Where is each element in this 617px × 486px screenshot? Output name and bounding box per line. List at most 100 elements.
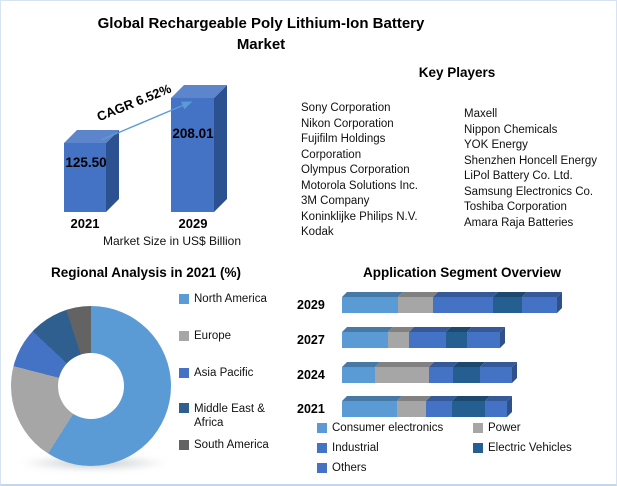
segment-front bbox=[342, 367, 375, 383]
segment-side bbox=[507, 396, 512, 417]
segment-top bbox=[446, 327, 472, 332]
key-player: Olympus Corporation bbox=[301, 164, 410, 176]
legend-item-electric-vehicles: Electric Vehicles bbox=[473, 442, 572, 454]
segment-front bbox=[452, 401, 485, 417]
legend-swatch-south-america bbox=[179, 440, 189, 450]
segment-top bbox=[467, 327, 505, 332]
application-segment-heading: Application Segment Overview bbox=[362, 265, 562, 280]
legend-item-consumer-electronics: Consumer electronics bbox=[317, 422, 443, 434]
pie-hole bbox=[58, 353, 124, 419]
segment-top bbox=[433, 292, 498, 297]
legend-swatch-europe bbox=[179, 331, 189, 341]
legend-label: North America bbox=[194, 293, 267, 305]
segment-front bbox=[522, 297, 557, 313]
key-player: Fujifilm Holdings Corporation bbox=[301, 133, 386, 161]
legend-swatch-power bbox=[473, 423, 483, 433]
market-size-caption: Market Size in US$ Billion bbox=[102, 234, 242, 248]
app-axis-label-2027: 2027 bbox=[297, 333, 325, 347]
legend-label: Asia Pacific bbox=[194, 367, 254, 379]
key-player: Samsung Electronics Co. bbox=[464, 185, 594, 198]
legend-swatch-industrial bbox=[317, 443, 327, 453]
key-player: Motorola Solutions Inc. bbox=[301, 179, 418, 192]
axis-label-2029: 2029 bbox=[178, 216, 208, 231]
segment-front bbox=[429, 367, 453, 383]
axis-label-2021: 2021 bbox=[70, 216, 100, 231]
segment-top bbox=[342, 362, 380, 367]
legend-item-others: Others bbox=[317, 462, 367, 474]
legend-swatch-electric-vehicles bbox=[473, 443, 483, 453]
legend-swatch-others bbox=[317, 463, 327, 473]
key-player: Shenzhen Honcell Energy bbox=[464, 154, 597, 167]
segment-front bbox=[342, 297, 398, 313]
key-players-heading: Key Players bbox=[418, 65, 496, 80]
key-player: 3M Company bbox=[301, 195, 370, 207]
segment-side bbox=[500, 327, 505, 348]
segment-top bbox=[493, 292, 527, 297]
legend-label: Electric Vehicles bbox=[488, 442, 572, 454]
segment-top bbox=[480, 362, 517, 367]
legend-label: Consumer electronics bbox=[332, 422, 444, 434]
segment-top bbox=[429, 362, 458, 367]
regional-pie-chart bbox=[11, 306, 171, 466]
legend-item-europe: Europe bbox=[179, 330, 297, 342]
key-player: Kodak bbox=[301, 226, 334, 238]
segment-top bbox=[452, 396, 490, 401]
segment-front bbox=[388, 332, 409, 348]
segment-top bbox=[342, 292, 403, 297]
key-player: YOK Energy bbox=[464, 139, 528, 151]
key-player: Nikon Corporation bbox=[301, 117, 394, 130]
legend-label: South America bbox=[194, 439, 269, 451]
legend-item-north-america: North America bbox=[179, 293, 297, 305]
legend-item-asia-pacific: Asia Pacific bbox=[179, 367, 297, 379]
key-player: Toshiba Corporation bbox=[464, 201, 567, 213]
segment-front bbox=[375, 367, 429, 383]
segment-top bbox=[453, 362, 485, 367]
key-player: Amara Raja Batteries bbox=[464, 216, 574, 229]
segment-top bbox=[342, 327, 393, 332]
legend-label: Middle East & Africa bbox=[194, 403, 265, 429]
segment-top bbox=[426, 396, 457, 401]
segment-front bbox=[493, 297, 522, 313]
app-axis-label-2024: 2024 bbox=[297, 368, 325, 382]
legend-item-power: Power bbox=[473, 422, 521, 434]
segment-front bbox=[480, 367, 512, 383]
legend-label: Power bbox=[488, 422, 521, 434]
segment-top bbox=[398, 292, 438, 297]
segment-front bbox=[397, 401, 426, 417]
legend-swatch-consumer-electronics bbox=[317, 423, 327, 433]
segment-front bbox=[485, 401, 507, 417]
segment-front bbox=[453, 367, 480, 383]
legend-label: Europe bbox=[194, 330, 232, 342]
segment-front bbox=[467, 332, 500, 348]
legend-swatch-north-america bbox=[179, 294, 189, 304]
legend-label: Others bbox=[332, 462, 367, 474]
app-axis-label-2021: 2021 bbox=[297, 402, 325, 416]
legend-label: Industrial bbox=[332, 442, 379, 454]
cagr-arrow bbox=[100, 101, 193, 141]
segment-top bbox=[522, 292, 562, 297]
segment-top bbox=[342, 396, 402, 401]
legend-item-industrial: Industrial bbox=[317, 442, 379, 454]
segment-front bbox=[342, 332, 388, 348]
key-players-column-1: Sony Corporation Nikon Corporation Fujif… bbox=[301, 101, 446, 241]
key-player: Koninklijke Philips N.V. bbox=[301, 210, 418, 223]
key-players-column-2: Maxell Nippon Chemicals YOK Energy Shenz… bbox=[464, 107, 616, 231]
segment-front bbox=[342, 401, 397, 417]
app-axis-label-2029: 2029 bbox=[297, 298, 325, 312]
legend-item-south-america: South America bbox=[179, 439, 297, 451]
segment-front bbox=[426, 401, 452, 417]
regional-analysis-heading: Regional Analysis in 2021 (%) bbox=[50, 265, 242, 280]
segment-front bbox=[433, 297, 493, 313]
segment-front bbox=[409, 332, 446, 348]
key-player: Sony Corporation bbox=[301, 102, 391, 114]
segment-top bbox=[485, 396, 512, 401]
legend-swatch-asia-pacific bbox=[179, 368, 189, 378]
key-player: Maxell bbox=[464, 108, 498, 120]
segment-front bbox=[398, 297, 433, 313]
segment-top bbox=[375, 362, 434, 367]
legend-swatch-middle-east-africa bbox=[179, 403, 189, 413]
segment-top bbox=[409, 327, 451, 332]
key-player: Nippon Chemicals bbox=[464, 123, 558, 136]
key-player: LiPol Battery Co. Ltd. bbox=[464, 170, 573, 182]
